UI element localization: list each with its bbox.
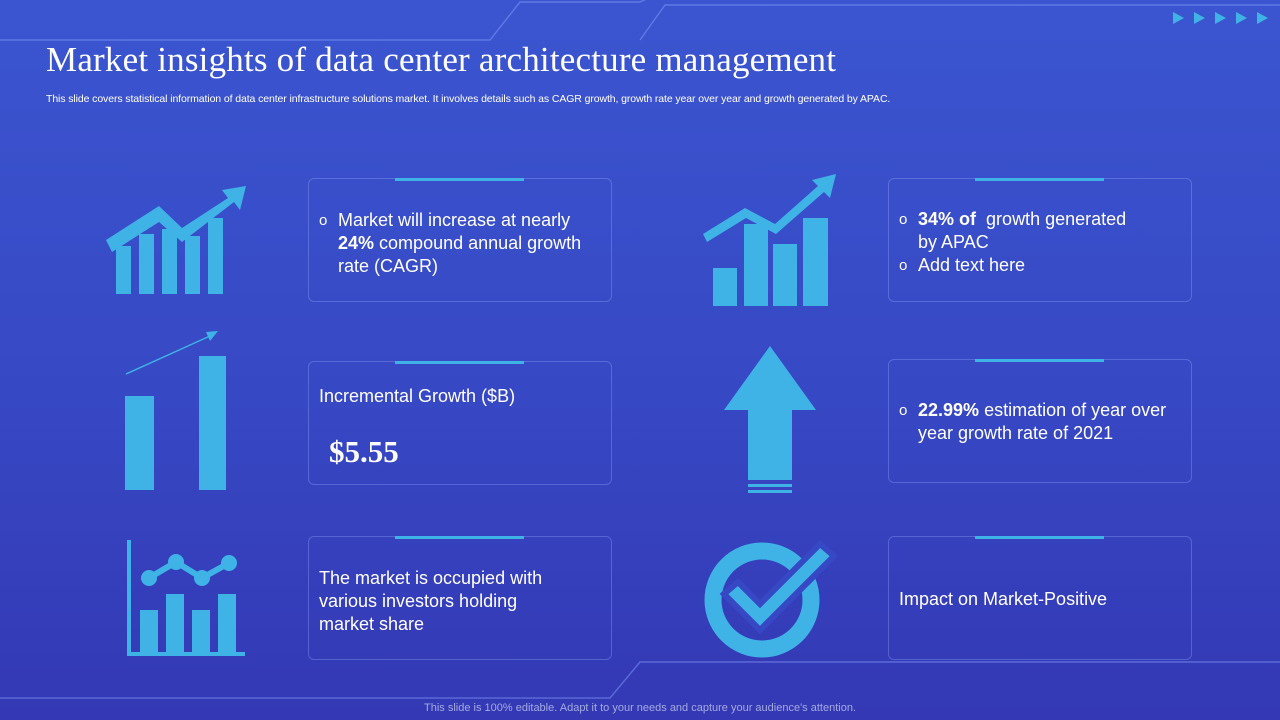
growth-chart-icon bbox=[106, 186, 246, 294]
bullet: o bbox=[899, 257, 908, 274]
line-bar-chart-icon bbox=[127, 540, 245, 656]
card-accent-bar bbox=[975, 359, 1104, 362]
apac-card: o 34% of growth generated by APAC o Add … bbox=[888, 178, 1192, 302]
page-subtitle: This slide covers statistical informatio… bbox=[46, 93, 891, 105]
impact-card: Impact on Market-Positive bbox=[888, 536, 1192, 660]
bullet: o bbox=[319, 212, 328, 229]
card-accent-bar bbox=[395, 361, 524, 364]
yoy-text: estimation of year over year growth rate… bbox=[918, 400, 1167, 443]
page-title: Market insights of data center architect… bbox=[46, 40, 837, 79]
impact-text: Impact on Market-Positive bbox=[899, 589, 1108, 609]
bullet: o bbox=[899, 402, 908, 419]
apac-text: growth generated by APAC bbox=[918, 209, 1127, 252]
incremental-growth-card: Incremental Growth ($B) $5.55 bbox=[308, 361, 612, 485]
investors-card: The market is occupied with various inve… bbox=[308, 536, 612, 660]
bullet: o bbox=[899, 211, 908, 228]
apac-value: 34% of bbox=[918, 209, 977, 229]
cagr-value: 24% bbox=[338, 233, 375, 253]
yoy-value: 22.99% bbox=[918, 400, 980, 420]
apac-add-text: Add text here bbox=[918, 255, 1026, 275]
checkmark-circle-icon bbox=[704, 540, 839, 658]
cagr-text-pre: Market will increase at nearly bbox=[338, 210, 571, 230]
cagr-text-post: compound annual growth rate (CAGR) bbox=[338, 233, 582, 276]
card-accent-bar bbox=[395, 178, 524, 181]
cagr-card: o Market will increase at nearly 24% com… bbox=[308, 178, 612, 302]
play-arrows-icon bbox=[1173, 12, 1275, 24]
up-arrow-icon bbox=[724, 346, 816, 493]
footer-note: This slide is 100% editable. Adapt it to… bbox=[424, 702, 856, 714]
investors-text: The market is occupied with various inve… bbox=[319, 568, 543, 634]
bar-chart-rising-icon bbox=[125, 331, 226, 490]
card-accent-bar bbox=[975, 178, 1104, 181]
card-accent-bar bbox=[975, 536, 1104, 539]
bar-chart-trend-icon bbox=[703, 174, 836, 306]
yoy-growth-card: o 22.99% estimation of year over year gr… bbox=[888, 359, 1192, 483]
incremental-growth-label: Incremental Growth ($B) bbox=[319, 386, 516, 406]
incremental-growth-value: $5.55 bbox=[329, 434, 399, 469]
card-accent-bar bbox=[395, 536, 524, 539]
